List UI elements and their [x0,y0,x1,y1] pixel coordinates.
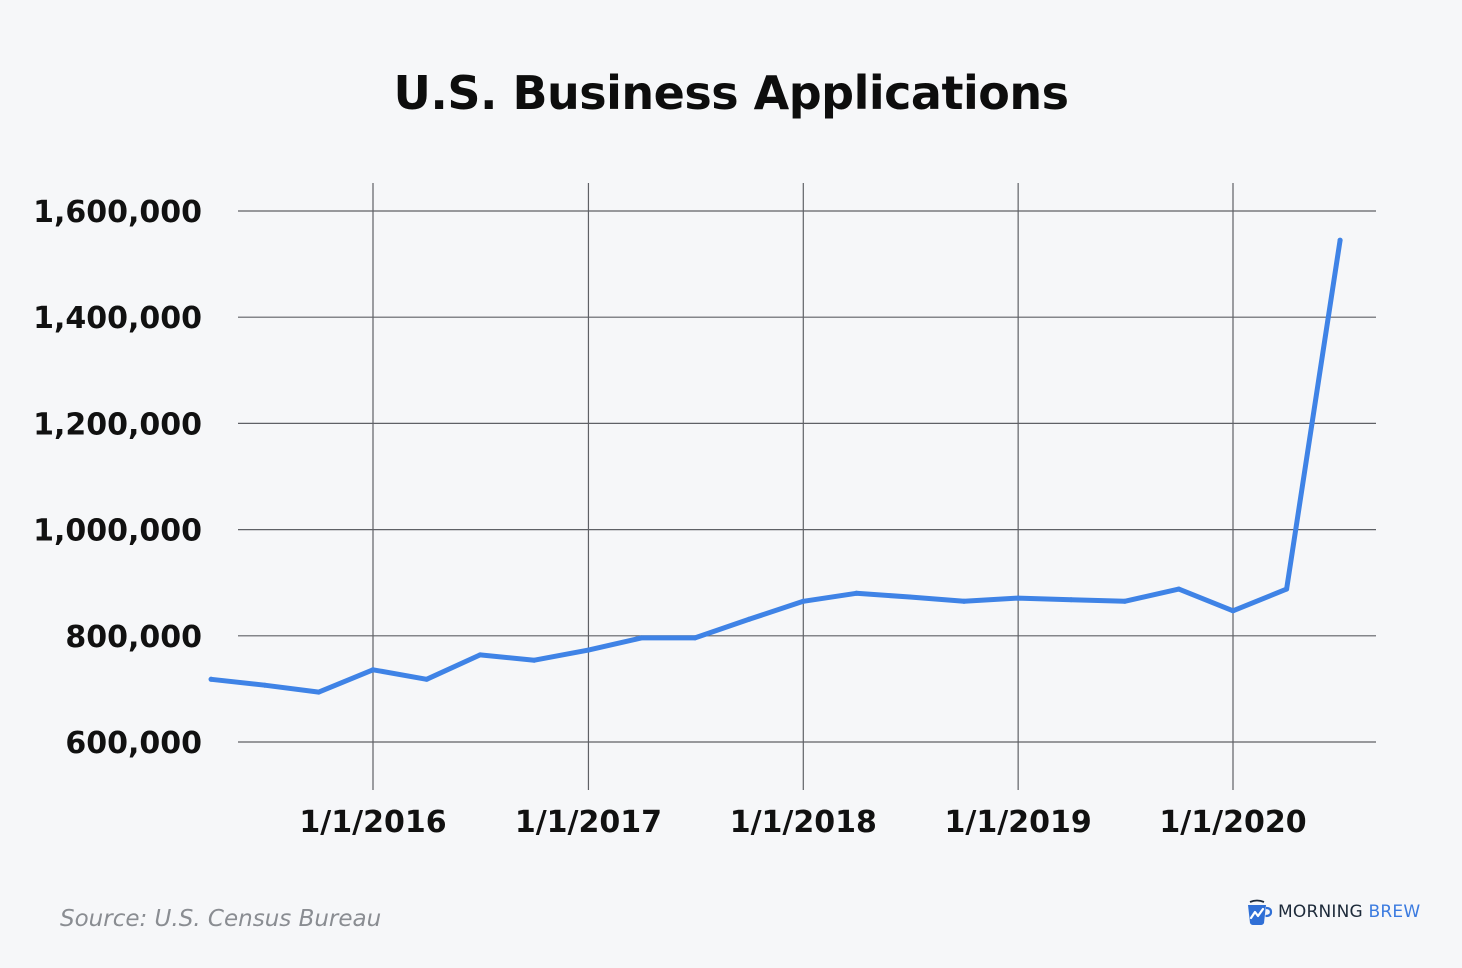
brand-word-morning: MORNING [1278,902,1363,922]
data-point [800,598,806,604]
coffee-mug-chart-icon [1248,899,1273,925]
y-tick-label: 1,400,000 [33,301,202,336]
data-point [262,682,268,688]
data-point [1015,595,1021,601]
y-tick-label: 600,000 [65,726,202,761]
data-point [424,676,430,682]
y-tick-label: 1,000,000 [33,514,202,549]
x-tick-label: 1/1/2017 [515,805,662,840]
x-tick-label: 1/1/2018 [730,805,877,840]
data-point [907,594,913,600]
source-note: Source: U.S. Census Bureau [60,906,382,932]
data-point [531,657,537,663]
data-point [692,635,698,641]
x-tick-label: 1/1/2020 [1159,805,1306,840]
data-point [853,590,859,596]
data-point [1122,598,1128,604]
data-point [1068,597,1074,603]
brand-logo: MORNING BREW [1244,896,1420,928]
data-point [370,667,376,673]
data-point [1176,586,1182,592]
vertical-gridlines [372,183,1234,790]
horizontal-gridlines [238,210,1376,743]
x-tick-label: 1/1/2016 [299,805,446,840]
brand-name: MORNING BREW [1278,902,1420,922]
data-point [1230,608,1236,614]
data-point [961,598,967,604]
data-point [746,616,752,622]
brand-word-brew: BREW [1368,902,1421,922]
data-point [316,689,322,695]
series-group [208,237,1343,695]
y-tick-label: 800,000 [65,620,202,655]
chart-title: U.S. Business Applications [393,66,1069,120]
data-point [1284,586,1290,592]
x-axis-tick-labels: 1/1/2016 1/1/2017 1/1/2018 1/1/2019 1/1/2020 [299,805,1306,840]
y-axis-tick-labels: 600,000 800,000 1,000,000 1,200,000 1,400,00… [33,195,202,761]
series-line [208,237,1343,695]
data-point [208,676,214,682]
x-tick-label: 1/1/2019 [945,805,1092,840]
data-point [585,647,591,653]
y-tick-label: 1,200,000 [33,407,202,442]
data-point [477,652,483,658]
y-tick-label: 1,600,000 [33,195,202,230]
data-point [638,635,644,641]
data-point [1337,237,1343,243]
